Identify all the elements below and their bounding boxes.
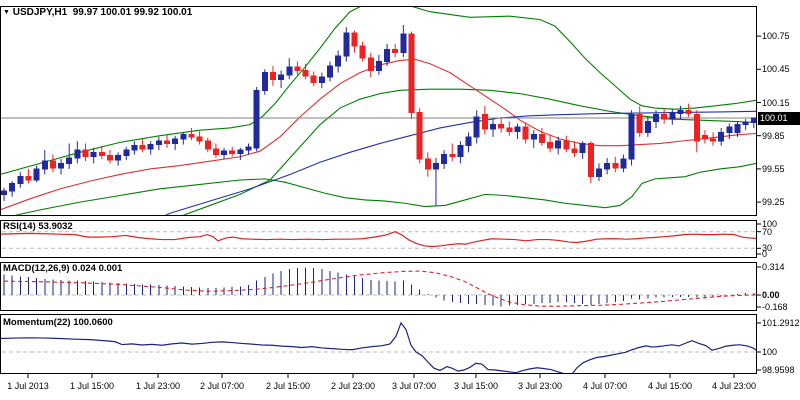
time-axis-label: 1 Jul 2013 [7, 381, 49, 391]
rsi-axis-label: 0 [762, 249, 768, 259]
main-axis-label: 100.15 [762, 97, 790, 108]
main-axis-label: 100.75 [762, 31, 790, 42]
main-axis-label: 99.85 [762, 130, 785, 141]
time-axis-label: 3 Jul 23:00 [517, 381, 563, 391]
macd-axis-label: -0.168 [762, 302, 788, 312]
chart-title-text: USDJPY,H1 99.97 100.01 99.92 100.01 [12, 7, 193, 18]
momentum-axis-label: 101.2912 [762, 317, 800, 328]
time-axis-label: 2 Jul 15:00 [265, 381, 311, 391]
time-axis-label: 4 Jul 07:00 [582, 381, 628, 391]
rsi-axis-label: 30 [762, 243, 773, 254]
time-axis-label: 1 Jul 15:00 [69, 381, 115, 391]
time-axis-label: 1 Jul 23:00 [135, 381, 181, 391]
macd-axis-label: 0.314 [762, 261, 785, 272]
momentum-axis-label: 98.9598 [762, 365, 795, 375]
time-axis-label: 4 Jul 23:00 [711, 381, 757, 391]
time-axis-label: 3 Jul 07:00 [391, 381, 437, 391]
time-axis-label: 2 Jul 07:00 [199, 381, 245, 391]
rsi-indicator-label: RSI(14) 53.9032 [3, 221, 73, 232]
chart-title: ▼ USDJPY,H1 99.97 100.01 99.92 100.01 [3, 7, 192, 18]
momentum-axis-label: 100 [762, 347, 778, 357]
main-axis-label: 100.45 [762, 64, 790, 75]
time-axis-label: 3 Jul 15:00 [453, 381, 499, 391]
rsi-axis-label: 100 [762, 219, 778, 229]
macd-indicator-label: MACD(12,26,9) 0.024 0.001 [3, 263, 123, 274]
main-axis-label: 99.55 [762, 163, 785, 174]
main-axis-label: 99.25 [762, 197, 785, 208]
momentum-indicator-label: Momentum(22) 100.0600 [3, 317, 113, 328]
time-axis-label: 4 Jul 15:00 [647, 381, 693, 391]
rsi-axis-label: 70 [762, 226, 773, 237]
current-price-tag: 100.01 [758, 112, 800, 125]
macd-axis-label: 0.00 [762, 290, 780, 300]
symbol-dropdown-marker[interactable]: ▼ [3, 9, 10, 16]
time-axis-label: 2 Jul 23:00 [330, 381, 376, 391]
